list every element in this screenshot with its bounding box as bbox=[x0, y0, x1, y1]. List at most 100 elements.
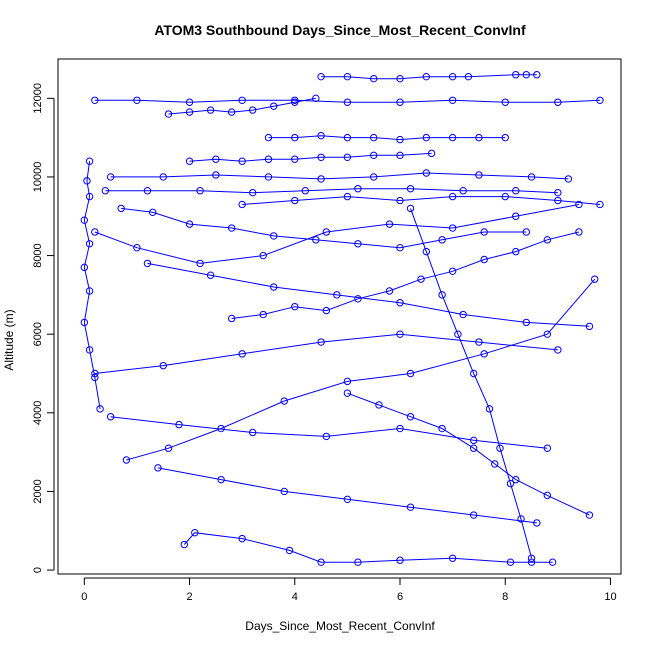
data-point bbox=[585, 511, 594, 519]
data-point bbox=[370, 151, 378, 160]
y-axis-label: Altitude (m) bbox=[2, 309, 16, 370]
data-point bbox=[422, 133, 431, 142]
x-axis: 0 2 4 6 8 10 bbox=[81, 577, 617, 603]
data-point bbox=[406, 369, 415, 378]
y-tick-label: 10000 bbox=[32, 162, 44, 193]
series-line bbox=[126, 278, 596, 461]
data-point bbox=[543, 330, 552, 338]
data-series bbox=[106, 169, 573, 183]
data-point bbox=[396, 330, 404, 338]
data-point bbox=[238, 96, 246, 104]
x-tick-label: 4 bbox=[292, 591, 298, 603]
data-point bbox=[291, 302, 299, 311]
data-point bbox=[464, 72, 473, 81]
data-point bbox=[596, 96, 604, 104]
data-point bbox=[333, 291, 341, 299]
data-point bbox=[85, 192, 94, 201]
data-point bbox=[554, 196, 562, 205]
data-point bbox=[448, 267, 457, 275]
data-point bbox=[206, 106, 215, 114]
data-point bbox=[196, 259, 204, 268]
data-point bbox=[527, 558, 536, 566]
data-point bbox=[370, 173, 378, 181]
data-point bbox=[491, 460, 499, 468]
data-series bbox=[122, 275, 599, 464]
series-line bbox=[157, 467, 537, 524]
data-series bbox=[91, 200, 583, 268]
data-point bbox=[459, 310, 467, 319]
data-point bbox=[343, 98, 352, 106]
y-axis: 0 2000 4000 6000 8000 10000 12000 bbox=[32, 83, 55, 573]
series-line bbox=[121, 207, 527, 249]
data-point bbox=[85, 287, 94, 295]
data-point bbox=[217, 475, 225, 484]
data-point bbox=[317, 72, 325, 81]
data-point bbox=[117, 204, 125, 213]
data-point bbox=[585, 322, 594, 331]
data-series bbox=[238, 192, 604, 209]
data-point bbox=[317, 131, 325, 140]
data-series bbox=[227, 228, 583, 323]
data-point bbox=[506, 479, 515, 488]
data-point bbox=[396, 299, 404, 307]
series-line bbox=[147, 262, 590, 327]
x-axis-label: Days_Since_Most_Recent_ConvInf bbox=[245, 619, 435, 633]
data-point bbox=[475, 133, 483, 142]
data-point bbox=[543, 444, 552, 452]
data-point bbox=[212, 171, 220, 179]
data-series bbox=[180, 529, 557, 566]
data-point bbox=[196, 186, 204, 195]
data-point bbox=[564, 175, 573, 183]
data-point bbox=[554, 188, 562, 197]
data-point bbox=[133, 244, 141, 252]
data-point bbox=[101, 186, 110, 195]
data-point bbox=[291, 98, 299, 106]
data-point bbox=[385, 287, 394, 295]
data-series bbox=[406, 204, 536, 562]
data-point bbox=[238, 350, 246, 358]
data-point bbox=[85, 346, 94, 354]
y-tick-label: 12000 bbox=[32, 83, 44, 114]
data-point bbox=[501, 192, 509, 201]
data-point bbox=[406, 185, 415, 193]
data-point bbox=[438, 424, 446, 433]
data-point bbox=[317, 558, 325, 566]
data-point bbox=[238, 157, 246, 165]
data-point bbox=[469, 436, 478, 445]
data-point bbox=[285, 546, 294, 555]
data-point bbox=[554, 346, 562, 354]
data-point bbox=[496, 444, 504, 452]
data-point bbox=[448, 192, 457, 201]
data-point bbox=[185, 220, 194, 228]
data-point bbox=[396, 74, 404, 83]
data-point bbox=[396, 151, 404, 160]
data-point bbox=[438, 236, 446, 244]
y-tick-label: 8000 bbox=[32, 243, 44, 267]
data-point bbox=[517, 515, 525, 523]
data-point bbox=[270, 283, 278, 291]
data-point bbox=[485, 405, 494, 413]
data-point bbox=[106, 413, 115, 421]
data-point bbox=[475, 338, 483, 346]
data-point bbox=[85, 157, 94, 165]
data-point bbox=[475, 171, 483, 179]
x-tick-label: 8 bbox=[502, 591, 508, 603]
data-point bbox=[217, 424, 225, 433]
data-point bbox=[543, 491, 552, 500]
data-series bbox=[317, 71, 541, 83]
data-point bbox=[469, 511, 478, 519]
data-point bbox=[554, 98, 562, 106]
data-point bbox=[396, 244, 404, 252]
data-point bbox=[248, 188, 257, 197]
series-line bbox=[347, 392, 590, 516]
data-point bbox=[448, 96, 457, 104]
plot-frame bbox=[57, 58, 622, 575]
data-point bbox=[227, 108, 236, 116]
data-point bbox=[133, 96, 141, 104]
data-series bbox=[106, 413, 552, 452]
data-point bbox=[185, 98, 194, 106]
data-point bbox=[96, 405, 104, 413]
data-point bbox=[501, 98, 509, 106]
data-point bbox=[159, 173, 167, 181]
data-point bbox=[506, 558, 515, 566]
